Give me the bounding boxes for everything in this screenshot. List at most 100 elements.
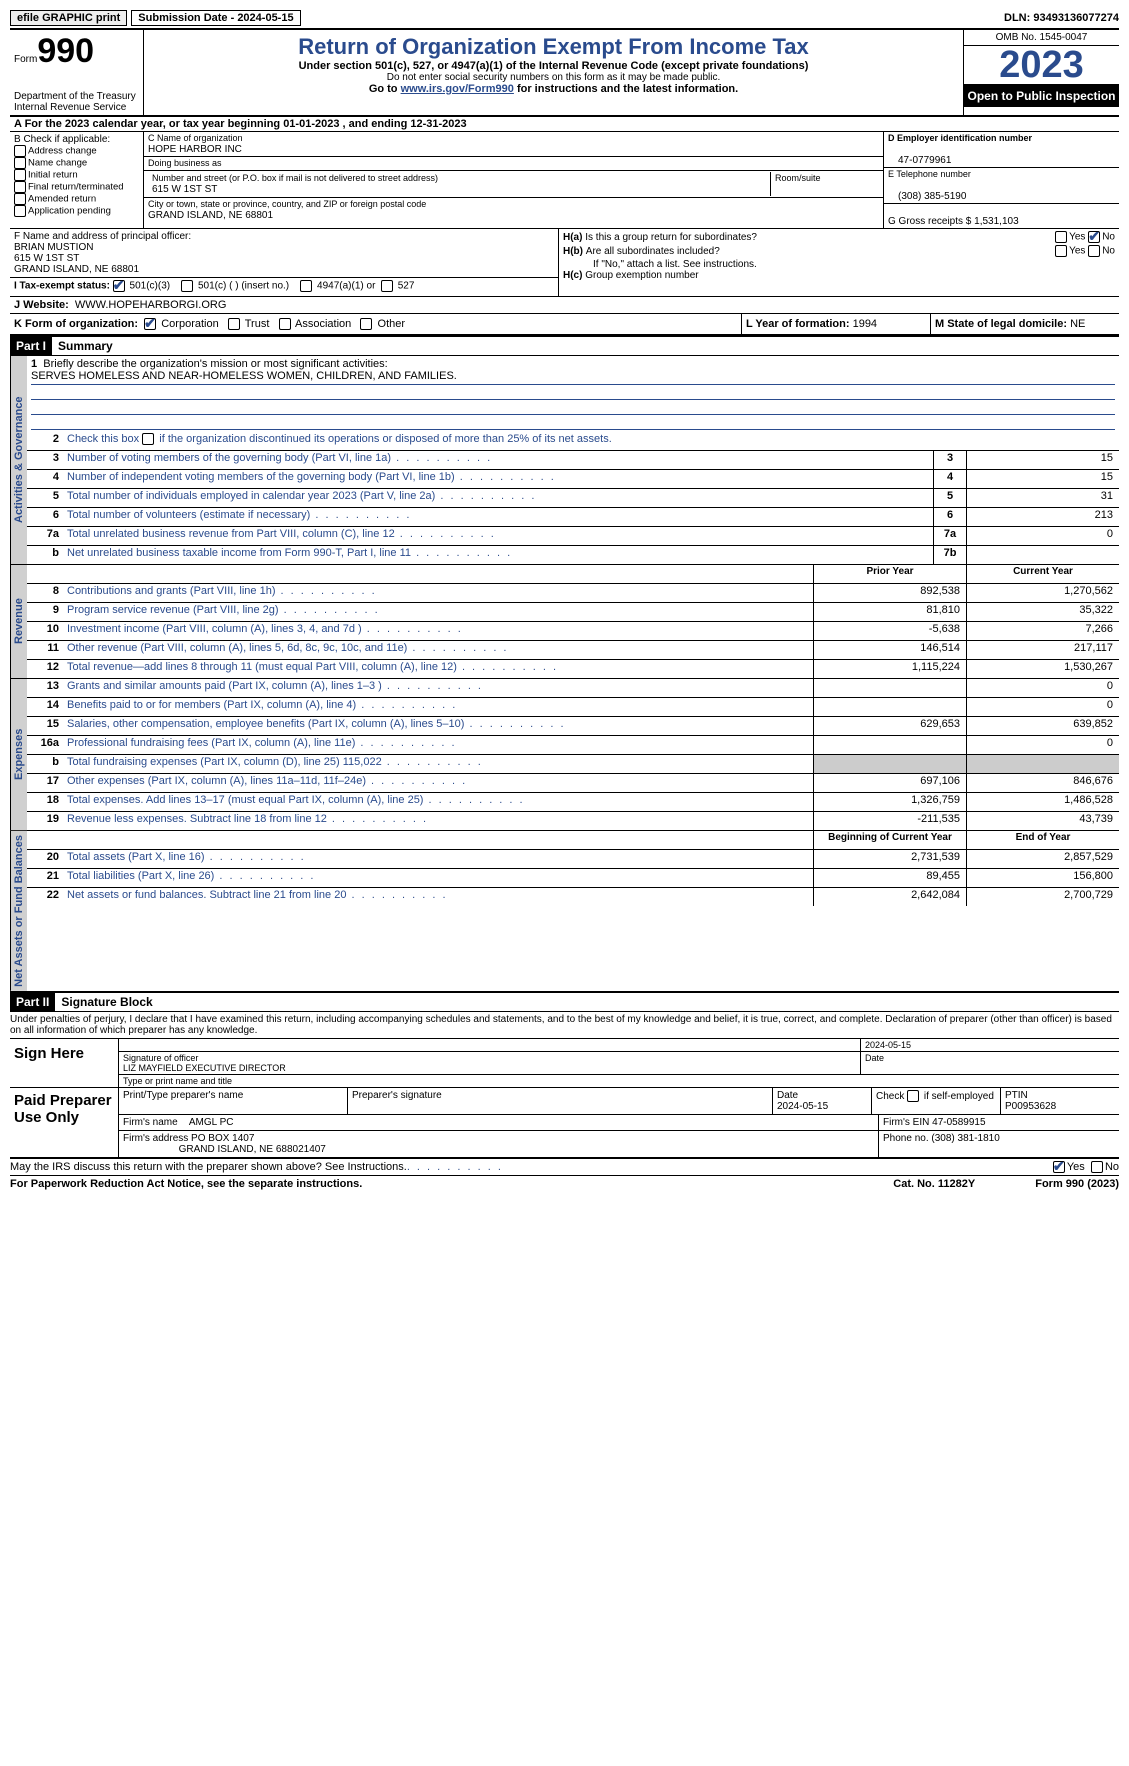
irs-label: Internal Revenue Service	[14, 102, 139, 113]
sig-officer-label: Signature of officer	[123, 1053, 198, 1063]
vtab-revenue: Revenue	[10, 565, 27, 678]
prep-sig-label: Preparer's signature	[352, 1090, 442, 1101]
net-assets-section: Net Assets or Fund Balances Beginning of…	[10, 831, 1119, 992]
chk-association[interactable]	[279, 318, 291, 330]
part1-header-row: Part I Summary	[10, 336, 1119, 356]
lbl-no2: No	[1102, 246, 1115, 257]
lbl-application-pending: Application pending	[28, 206, 111, 217]
org-name-label: C Name of organization	[148, 133, 243, 143]
phone-label: E Telephone number	[888, 169, 971, 179]
domicile: NE	[1070, 318, 1085, 330]
col-b-checkboxes: B Check if applicable: Address change Na…	[10, 132, 144, 228]
table-row: 4Number of independent voting members of…	[27, 469, 1119, 488]
discuss-text: May the IRS discuss this return with the…	[10, 1161, 407, 1173]
governance-section: Activities & Governance 1 Briefly descri…	[10, 356, 1119, 565]
lbl-address-change: Address change	[28, 146, 97, 157]
table-row: 6Total number of volunteers (estimate if…	[27, 507, 1119, 526]
gross-label: G Gross receipts $	[888, 216, 971, 227]
hb-question: Are all subordinates included?	[586, 246, 1055, 257]
sign-here-block: Sign Here 2024-05-15 Signature of office…	[10, 1038, 1119, 1087]
table-row: 22Net assets or fund balances. Subtract …	[27, 887, 1119, 906]
chk-trust[interactable]	[228, 318, 240, 330]
form-num: 990	[37, 32, 94, 70]
mission-blank2	[31, 400, 1115, 415]
firm-name: AMGL PC	[189, 1117, 234, 1128]
korg-row: K Form of organization: Corporation Trus…	[10, 314, 1119, 336]
firm-addr1: PO BOX 1407	[191, 1133, 254, 1144]
section-a-tax-year: A For the 2023 calendar year, or tax yea…	[10, 117, 1119, 132]
col-b-title: B Check if applicable:	[14, 134, 139, 145]
mission-blank1	[31, 385, 1115, 400]
chk-amended-return[interactable]	[14, 193, 26, 205]
chk-final-return[interactable]	[14, 181, 26, 193]
prep-check-label: Check if self-employed	[876, 1091, 994, 1102]
goto-line: Go to www.irs.gov/Form990 for instructio…	[148, 83, 959, 95]
chk-501c3[interactable]	[113, 280, 125, 292]
chk-name-change[interactable]	[14, 157, 26, 169]
chk-initial-return[interactable]	[14, 169, 26, 181]
chk-self-employed[interactable]	[907, 1090, 919, 1102]
lbl-no: No	[1102, 232, 1115, 243]
table-row: 8Contributions and grants (Part VIII, li…	[27, 583, 1119, 602]
dots	[407, 1161, 503, 1173]
paperwork-notice: For Paperwork Reduction Act Notice, see …	[10, 1178, 362, 1190]
addr-label: Number and street (or P.O. box if mail i…	[152, 173, 438, 183]
table-row: 17Other expenses (Part IX, column (A), l…	[27, 773, 1119, 792]
lbl-trust: Trust	[245, 318, 270, 330]
ha-question: Is this a group return for subordinates?	[585, 232, 1055, 243]
hc-label: Group exemption number	[585, 270, 698, 281]
org-info-block: B Check if applicable: Address change Na…	[10, 132, 1119, 229]
chk-4947[interactable]	[300, 280, 312, 292]
chk-501c[interactable]	[181, 280, 193, 292]
chk-527[interactable]	[381, 280, 393, 292]
mission-text: SERVES HOMELESS AND NEAR-HOMELESS WOMEN,…	[31, 370, 1115, 385]
efile-graphic-button[interactable]: efile GRAPHIC print	[10, 10, 127, 26]
org-name: HOPE HARBOR INC	[148, 144, 242, 155]
firm-ein-label: Firm's EIN	[883, 1117, 929, 1128]
lbl-501c: 501(c) ( ) (insert no.)	[198, 281, 289, 292]
table-row: 9Program service revenue (Part VIII, lin…	[27, 602, 1119, 621]
lbl-corp: Corporation	[161, 318, 218, 330]
addr-value: 615 W 1ST ST	[152, 184, 217, 195]
room-label: Room/suite	[775, 173, 821, 183]
top-bar: efile GRAPHIC print Submission Date - 20…	[10, 10, 1119, 30]
tax-exempt-label: I Tax-exempt status:	[14, 281, 110, 292]
website-label: J Website:	[14, 299, 69, 311]
chk-hb-no[interactable]	[1088, 245, 1100, 257]
year-formation-label: L Year of formation:	[746, 318, 850, 330]
form-footer: Form 990 (2023)	[1035, 1178, 1119, 1190]
chk-other[interactable]	[360, 318, 372, 330]
chk-discuss-no[interactable]	[1091, 1161, 1103, 1173]
declaration-text: Under penalties of perjury, I declare th…	[10, 1012, 1119, 1038]
table-row: 14Benefits paid to or for members (Part …	[27, 697, 1119, 716]
chk-discuss-yes[interactable]	[1053, 1161, 1065, 1173]
mission-label: Briefly describe the organization's miss…	[43, 358, 387, 370]
year-formation: 1994	[853, 318, 877, 330]
open-inspection: Open to Public Inspection	[964, 85, 1119, 107]
chk-hb-yes[interactable]	[1055, 245, 1067, 257]
chk-address-change[interactable]	[14, 145, 26, 157]
prep-date: 2024-05-15	[777, 1101, 828, 1112]
goto-pre: Go to	[369, 83, 401, 95]
chk-ha-yes[interactable]	[1055, 231, 1067, 243]
chk-application-pending[interactable]	[14, 205, 26, 217]
lbl-final-return: Final return/terminated	[28, 182, 124, 193]
expenses-section: Expenses 13Grants and similar amounts pa…	[10, 679, 1119, 831]
ein-value: 47-0779961	[888, 155, 951, 166]
officer-block: F Name and address of principal officer:…	[10, 229, 1119, 297]
form-header: Form990 Department of the Treasury Inter…	[10, 30, 1119, 117]
chk-corporation[interactable]	[144, 318, 156, 330]
website-value: WWW.HOPEHARBORGI.ORG	[75, 299, 227, 311]
chk-ha-no[interactable]	[1088, 231, 1100, 243]
chk-discontinued[interactable]	[142, 433, 154, 445]
firm-name-label: Firm's name	[123, 1117, 178, 1128]
table-row: 12Total revenue—add lines 8 through 11 (…	[27, 659, 1119, 678]
part1-header: Part I	[10, 337, 52, 355]
city-label: City or town, state or province, country…	[148, 199, 426, 209]
lbl-amended-return: Amended return	[28, 194, 96, 205]
goto-post: for instructions and the latest informat…	[514, 83, 738, 95]
city-value: GRAND ISLAND, NE 68801	[148, 210, 273, 221]
part1-title: Summary	[52, 337, 119, 355]
table-row: 21Total liabilities (Part X, line 26)89,…	[27, 868, 1119, 887]
irs-link[interactable]: www.irs.gov/Form990	[401, 83, 514, 95]
